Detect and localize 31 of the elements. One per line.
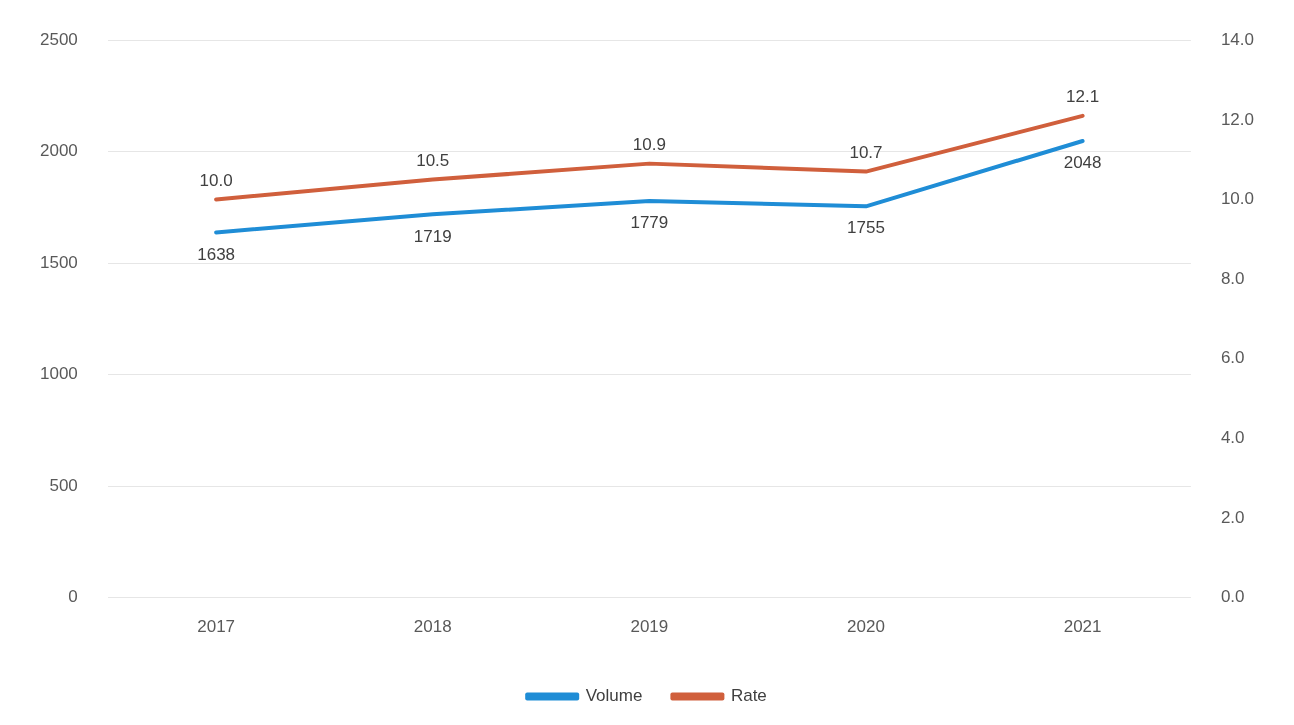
x-tick-label: 2020 <box>847 617 885 637</box>
data-label: 12.1 <box>1066 87 1100 107</box>
data-label: 2048 <box>1063 153 1102 173</box>
y2-tick-label: 2.0 <box>1220 507 1245 527</box>
y-tick-label: 1500 <box>39 252 78 272</box>
y2-tick-label: 12.0 <box>1220 109 1255 129</box>
data-label: 10.0 <box>199 170 233 190</box>
y-tick-label: 2500 <box>39 29 78 49</box>
x-tick-label: 2017 <box>197 617 236 637</box>
data-label: 10.7 <box>849 142 883 162</box>
x-tick-label: 2021 <box>1063 617 1102 637</box>
legend-label: Rate <box>730 686 767 706</box>
x-tick-label: 2019 <box>630 617 669 637</box>
data-label: 1719 <box>413 226 452 246</box>
y2-tick-label: 8.0 <box>1220 268 1245 288</box>
data-label: 1779 <box>630 213 669 233</box>
y2-tick-label: 14.0 <box>1220 29 1255 49</box>
data-label: 1638 <box>197 244 236 264</box>
y2-tick-label: 6.0 <box>1220 348 1245 368</box>
y-tick-label: 2000 <box>39 141 78 161</box>
y2-tick-label: 0.0 <box>1220 587 1245 607</box>
data-label: 10.9 <box>632 134 666 154</box>
y-tick-label: 0 <box>68 587 78 607</box>
data-label: 10.5 <box>416 150 450 170</box>
y-tick-label: 500 <box>49 475 78 495</box>
y-tick-label: 1000 <box>39 364 78 384</box>
y2-tick-label: 4.0 <box>1220 428 1245 448</box>
data-label: 1755 <box>847 218 885 238</box>
legend-label: Volume <box>585 686 643 706</box>
y2-tick-label: 10.0 <box>1220 189 1255 209</box>
x-tick-label: 2018 <box>413 617 452 637</box>
